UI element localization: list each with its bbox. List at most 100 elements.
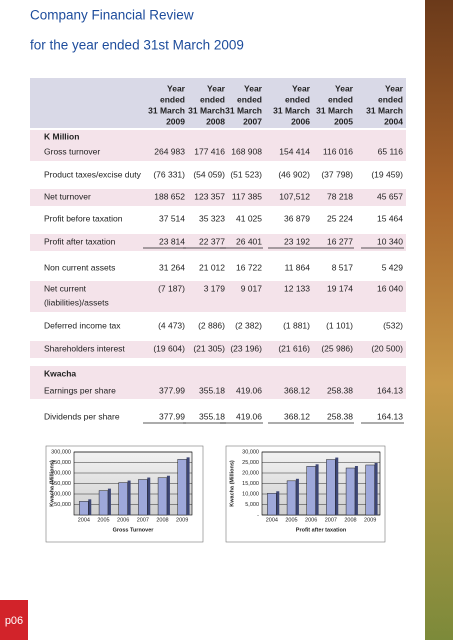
cell-value: (19 459) [371,169,403,179]
x-tick-label: 2008 [344,517,356,523]
cell-value: 123 357 [194,191,225,201]
y-tick-label: 5,000 [245,502,259,508]
cell-value: 16 040 [377,283,403,293]
cell-value: 12 133 [284,283,310,293]
column-header: Year [244,83,263,93]
cell-value: (23 196) [230,343,262,353]
bar-side [186,457,190,515]
bar [365,464,375,516]
cell-value: (21 616) [278,343,310,353]
row-band [30,189,406,206]
x-tick-label: 2005 [97,517,109,523]
column-header: ended [285,94,310,104]
column-header: 31 March [188,105,225,115]
cell-value: (2 382) [235,320,262,330]
y-tick-label: - [257,512,259,518]
cell-value: 5 429 [382,262,404,272]
column-header: 31 March [225,105,262,115]
column-header: 2006 [291,116,310,126]
column-header: Year [292,83,311,93]
cell-value: 355.18 [199,411,225,421]
row-label: Product taxes/excise duty [44,169,142,179]
y-tick-label: 250,000 [51,460,71,466]
bar-side [276,491,280,515]
cell-value: 16 722 [236,262,262,272]
y-tick-label: 10,000 [242,491,259,497]
section-heading: Kwacha [44,368,76,378]
cell-value: 168 908 [231,146,262,156]
row-label: Gross turnover [44,146,100,156]
bar [79,501,89,516]
cell-value: 10 340 [377,236,403,246]
row-band [30,341,406,358]
cell-value: 3 179 [204,283,226,293]
cell-value: (532) [383,320,403,330]
bar-side [107,488,111,515]
x-tick-label: 2006 [305,517,317,523]
bar [157,477,168,516]
cell-value: 22 377 [199,236,225,246]
cell-value: 37 514 [159,213,185,223]
x-tick-label: 2007 [325,517,337,523]
row-band [30,234,406,251]
section-heading: K Million [44,131,79,141]
charts: 50,000 100,000 150,000 200,000 250,000 300,00… [45,445,386,543]
x-axis-label: Gross Turnover [113,527,155,533]
bar-side [354,466,358,515]
bar-side [315,464,319,515]
cell-value: 35 323 [199,213,225,223]
cell-value: 21 012 [199,262,225,272]
cell-value: 368.12 [284,385,310,395]
row-band [30,130,406,161]
y-axis-label: Kwacha (Millions) [229,460,235,507]
cell-value: (25 986) [321,343,353,353]
cell-value: 368.12 [284,411,310,421]
cell-value: 23 192 [284,236,310,246]
row-label: Net turnover [44,191,91,201]
cell-value: 15 464 [377,213,403,223]
cell-value: (37 798) [321,169,353,179]
y-tick-label: 200,000 [51,470,71,476]
cell-value: 117 385 [232,191,262,201]
cell-value: 377.99 [159,411,185,421]
column-header: ended [328,94,353,104]
cell-value: (19 604) [153,343,185,353]
cell-value: 78 218 [327,191,353,201]
cell-value: 258.38 [327,385,353,395]
bar-side [127,480,131,515]
bar [98,490,109,516]
column-header: 2008 [206,116,225,126]
row-label: (liabilities)/assets [44,297,109,307]
row-label: Dividends per share [44,411,120,421]
column-header: ended [237,94,262,104]
column-header: ended [200,94,225,104]
cell-value: 258.38 [327,411,353,421]
row-band [30,281,406,312]
bar-side [335,457,339,515]
row-label: Profit after taxation [44,236,116,246]
cell-value: 355.18 [199,385,225,395]
cell-value: 177 416 [194,146,225,156]
column-header: Year [167,83,186,93]
column-header: Year [335,83,354,93]
bar-side [374,462,378,515]
cell-value: 419.06 [236,385,262,395]
x-tick-label: 2004 [78,517,90,523]
cell-value: 31 264 [159,262,185,272]
page-number: p06 [5,615,23,627]
column-header: 2004 [384,116,403,126]
header-band [30,78,406,128]
cell-value: 25 224 [327,213,353,223]
bar [345,467,356,516]
cell-value: 264 983 [154,146,185,156]
cell-value: (20 500) [371,343,403,353]
cell-value: 8 517 [332,262,354,272]
cell-value: 65 116 [378,146,404,156]
row-label: Net current [44,283,87,293]
y-tick-label: 150,000 [51,481,71,487]
x-tick-label: 2005 [285,517,297,523]
y-tick-label: 25,000 [242,460,259,466]
y-tick-label: 100,000 [51,491,71,497]
cell-value: 154 414 [279,146,310,156]
